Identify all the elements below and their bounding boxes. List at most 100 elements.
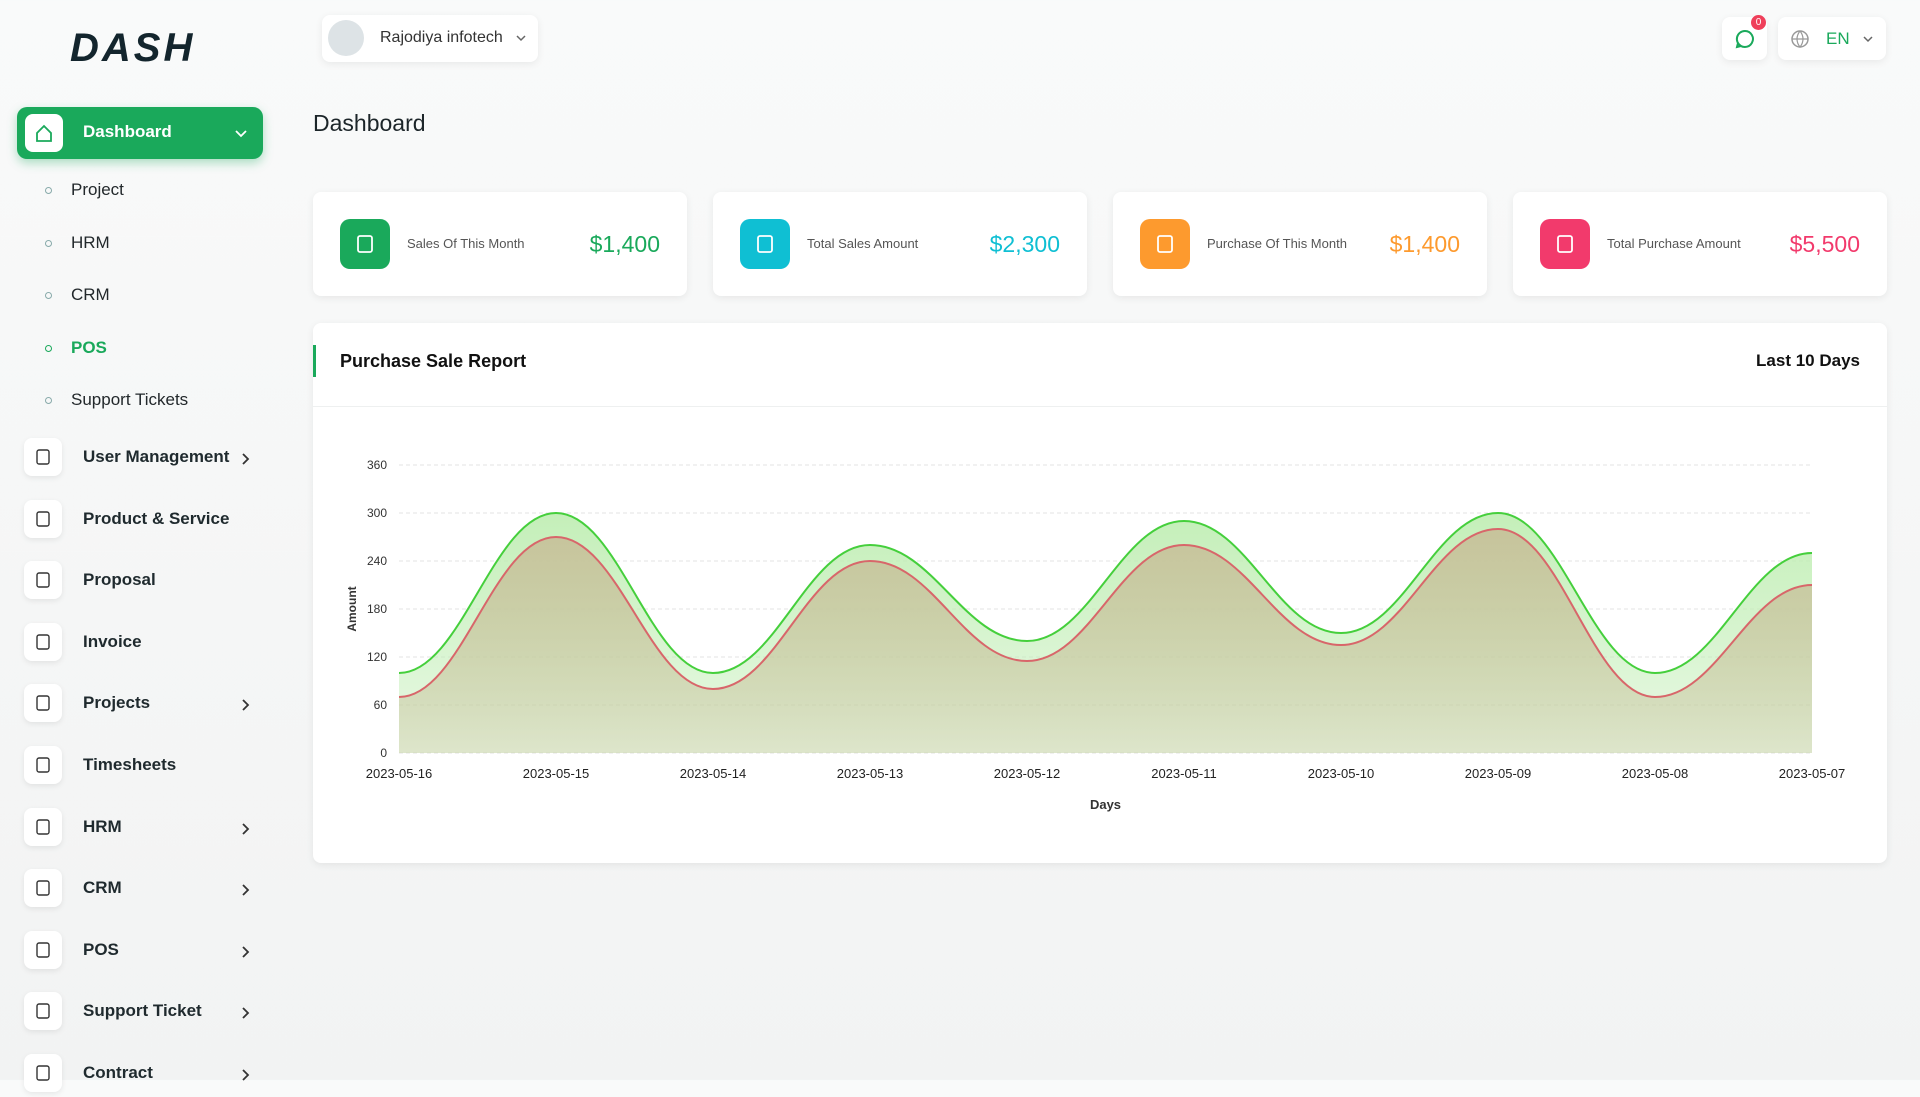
x-tick-label: 2023-05-12 bbox=[994, 766, 1061, 781]
submenu-item[interactable]: Project bbox=[71, 180, 124, 199]
area bbox=[399, 529, 1812, 753]
notifications-button[interactable]: 0 bbox=[1722, 15, 1767, 60]
menu-icon bbox=[24, 684, 62, 723]
x-tick-label: 2023-05-09 bbox=[1465, 766, 1532, 781]
x-tick-label: 2023-05-15 bbox=[523, 766, 590, 781]
avatar bbox=[328, 20, 364, 56]
stat-value: $1,400 bbox=[589, 231, 660, 257]
stat-value: $1,400 bbox=[1389, 231, 1460, 257]
y-tick-label: 240 bbox=[367, 554, 387, 568]
company-name: Rajodiya infotech bbox=[380, 29, 503, 46]
dashboard-menu-active[interactable]: Dashboard bbox=[17, 107, 263, 159]
chevron bbox=[240, 1068, 250, 1082]
menu-item[interactable]: Projects bbox=[83, 693, 151, 713]
globe-icon bbox=[1791, 30, 1809, 48]
y-tick-label: 180 bbox=[367, 602, 387, 616]
x-axis-title: Days bbox=[1090, 797, 1121, 812]
company-selector[interactable]: Rajodiya infotech bbox=[322, 15, 538, 62]
language-selector[interactable]: EN bbox=[1778, 17, 1886, 60]
menu-label: Dashboard bbox=[83, 122, 172, 141]
menu-icon bbox=[24, 807, 62, 846]
submenu-item[interactable]: CRM bbox=[71, 285, 110, 305]
stat-value: $2,300 bbox=[989, 231, 1060, 257]
chart-card: Purchase Sale Report Last 10 Days 0 60 120… bbox=[313, 323, 1887, 863]
submenu-item[interactable]: Support Tickets bbox=[71, 390, 189, 410]
divider bbox=[313, 406, 1887, 407]
menu-icon bbox=[24, 438, 62, 476]
notification-badge: 0 bbox=[1751, 15, 1766, 30]
stat-card: Total Purchase Amount $5,500 bbox=[1513, 192, 1887, 296]
period-selector[interactable]: Last 10 Days bbox=[1756, 351, 1860, 370]
y-tick-label: 360 bbox=[367, 458, 387, 472]
menu-icon bbox=[25, 114, 63, 152]
menu-item[interactable]: Support Ticket bbox=[83, 1001, 202, 1021]
line bbox=[398, 527, 1813, 699]
y-axis-title: Amount bbox=[345, 586, 359, 631]
menu-item[interactable]: POS bbox=[83, 939, 119, 959]
menu-icon bbox=[24, 561, 62, 600]
x-tick-label: 2023-05-14 bbox=[680, 766, 747, 781]
line bbox=[398, 511, 1813, 675]
menu-icon bbox=[24, 499, 62, 538]
menu-item[interactable]: Proposal bbox=[83, 570, 156, 590]
menu-icon bbox=[24, 992, 62, 1031]
menu-item[interactable]: CRM bbox=[83, 878, 122, 898]
submenu-bullet bbox=[45, 187, 52, 194]
chevron bbox=[240, 883, 250, 897]
x-tick-label: 2023-05-08 bbox=[1622, 766, 1689, 781]
x-tick-label: 2023-05-13 bbox=[837, 766, 904, 781]
chevron bbox=[516, 35, 526, 42]
y-tick-label: 0 bbox=[380, 746, 387, 760]
chevron bbox=[240, 945, 250, 959]
stat-icon bbox=[1140, 219, 1190, 269]
stat-value: $5,500 bbox=[1789, 231, 1860, 257]
x-tick-label: 2023-05-07 bbox=[1779, 766, 1846, 781]
x-tick-label: 2023-05-10 bbox=[1308, 766, 1375, 781]
menu-icon bbox=[24, 930, 62, 969]
y-tick-label: 300 bbox=[367, 506, 387, 520]
menu-item[interactable]: User Management bbox=[83, 447, 230, 466]
x-tick-label: 2023-05-16 bbox=[366, 766, 433, 781]
title-accent bbox=[313, 345, 316, 377]
stat-card: Total Sales Amount $2,300 bbox=[713, 192, 1087, 296]
y-tick-label: 60 bbox=[374, 698, 388, 712]
menu-item[interactable]: Timesheets bbox=[83, 755, 177, 774]
chevron bbox=[235, 130, 247, 138]
chart: 0 60 120 180 240 300 360 2023-05-16 2023-05-15 20… bbox=[345, 458, 1846, 812]
menu-item[interactable]: HRM bbox=[83, 816, 122, 836]
stat-icon bbox=[740, 219, 790, 269]
menu-icon bbox=[24, 622, 62, 661]
chevron bbox=[1863, 36, 1873, 43]
stat-card: Sales Of This Month $1,400 bbox=[313, 192, 687, 296]
stat-icon bbox=[1540, 219, 1590, 269]
chevron bbox=[240, 1006, 250, 1020]
submenu-bullet bbox=[45, 344, 52, 352]
submenu-item[interactable]: POS bbox=[71, 337, 107, 357]
menu-icon bbox=[24, 746, 62, 784]
y-tick-label: 120 bbox=[367, 650, 387, 664]
menu-icon bbox=[24, 1054, 62, 1092]
chevron bbox=[240, 822, 250, 836]
x-tick-label: 2023-05-11 bbox=[1151, 766, 1217, 781]
page-title: Dashboard bbox=[313, 110, 426, 136]
menu-icon bbox=[24, 869, 62, 908]
menu-item[interactable]: Contract bbox=[83, 1063, 153, 1082]
chat-icon bbox=[1735, 29, 1754, 49]
logo[interactable]: DASH bbox=[70, 26, 196, 70]
stat-label: Total Purchase Amount bbox=[1607, 236, 1741, 251]
stat-label: Total Sales Amount bbox=[807, 236, 919, 251]
stat-label: Purchase Of This Month bbox=[1207, 236, 1347, 251]
submenu-item[interactable]: HRM bbox=[71, 232, 110, 252]
stat-card: Purchase Of This Month $1,400 bbox=[1113, 192, 1487, 296]
stat-label: Sales Of This Month bbox=[407, 236, 525, 251]
chart-card-title: Purchase Sale Report bbox=[340, 351, 527, 371]
language: EN bbox=[1826, 29, 1850, 48]
submenu-bullet bbox=[45, 292, 52, 300]
chevron bbox=[240, 698, 250, 712]
chevron bbox=[240, 452, 250, 466]
menu-item[interactable]: Invoice bbox=[83, 631, 142, 651]
submenu-bullet bbox=[45, 239, 52, 247]
submenu-bullet bbox=[45, 397, 52, 405]
menu-item[interactable]: Product & Service bbox=[83, 508, 230, 528]
